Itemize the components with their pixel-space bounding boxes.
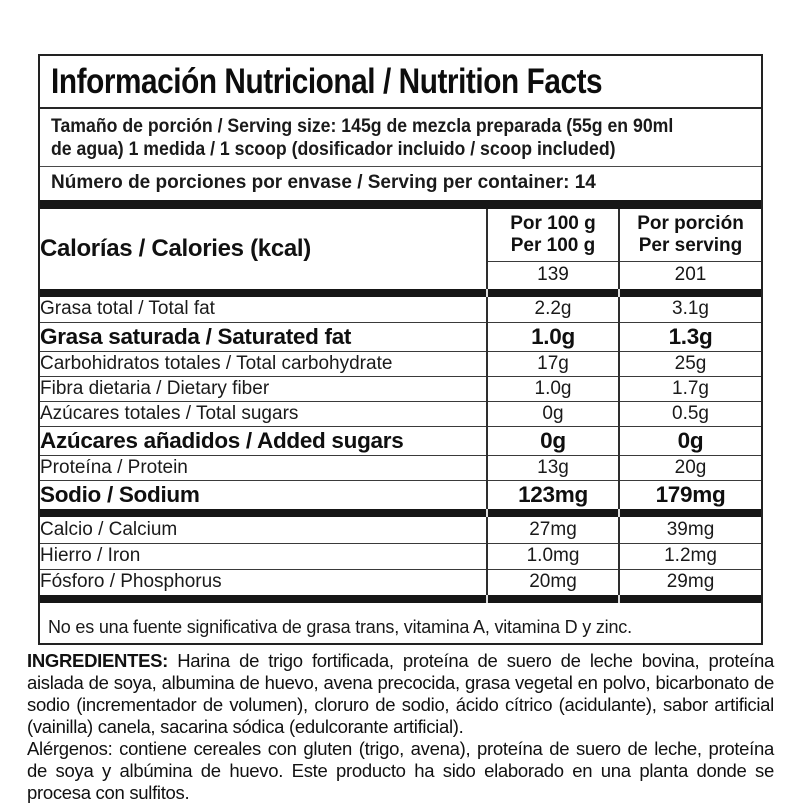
column-header-per-serving: Por porción Per serving [618,209,761,261]
section-divider-bar [40,595,761,603]
value-per-100g: 2.2g [486,297,619,322]
nutrient-row-dietary-fiber: Fibra dietaria / Dietary fiber 1.0g 1.7g [40,375,761,401]
value-per-serving: 1.7g [618,375,761,401]
calories-per-serving: 201 [618,260,761,289]
divider-bar-cell [618,289,761,297]
ingredients-heading: INGREDIENTES: [27,650,169,671]
footnote-row: No es una fuente significativa de grasa … [40,603,761,643]
mineral-row-phosphorus: Fósforo / Phosphorus 20mg 29mg [40,568,761,595]
divider-bar-cell [40,200,761,209]
column-header-per-100g-en: Per 100 g [510,234,596,256]
mineral-label: Calcio / Calcium [40,518,178,540]
value-per-serving: 1.3g [618,321,761,351]
value-per-serving: 39mg [618,517,761,543]
divider-bar-cell [486,595,619,603]
value-per-100g: 123mg [486,479,619,509]
value-per-serving: 179mg [618,479,761,509]
divider-bar-cell [618,509,761,517]
calories-label: Calorías / Calories (kcal) [40,235,311,262]
value-per-serving: 25g [618,350,761,376]
value-per-serving: 0g [618,425,761,455]
nutrition-facts-panel: Información Nutricional / Nutrition Fact… [38,54,763,645]
nutrient-row-total-fat: Grasa total / Total fat 2.2g 3.1g [40,297,761,322]
nutrient-row-protein: Proteína / Protein 13g 20g [40,454,761,480]
ingredients-paragraph: INGREDIENTES: Harina de trigo fortificad… [27,650,774,738]
nutrient-row-total-carbohydrate: Carbohidratos totales / Total carbohydra… [40,350,761,376]
nutrient-row-saturated-fat: Grasa saturada / Saturated fat 1.0g 1.3g [40,321,761,351]
column-header-per-serving-es: Por porción [637,212,744,234]
value-per-serving: 20g [618,454,761,480]
value-per-100g: 0g [486,400,619,426]
nutrient-label: Grasa total / Total fat [40,298,215,320]
serving-size-line1: Tamaño de porción / Serving size: 145g d… [51,116,674,137]
serving-size-line2: de agua) 1 medida / 1 scoop (dosificador… [51,139,616,160]
column-header-per-100g: Por 100 g Per 100 g [486,209,619,261]
value-per-100g: 27mg [486,517,619,543]
title-section: Información Nutricional / Nutrition Fact… [40,56,761,109]
allergens-text: Alérgenos: contiene cereales con gluten … [27,738,774,803]
mineral-row-calcium: Calcio / Calcium 27mg 39mg [40,517,761,543]
nutrient-row-added-sugars: Azúcares añadidos / Added sugars 0g 0g [40,425,761,455]
nutrient-label: Fibra dietaria / Dietary fiber [40,375,487,401]
value-per-100g: 1.0g [486,321,619,351]
value-per-100g: 20mg [486,568,619,595]
nutrient-label: Carbohidratos totales / Total carbohydra… [40,350,487,376]
divider-bar-cell [40,595,487,603]
mineral-label: Fósforo / Phosphorus [40,568,487,595]
calories-header-row: Calorías / Calories (kcal) Por 100 g Per… [40,209,761,262]
nutrient-label: Proteína / Protein [40,454,487,480]
mineral-label: Hierro / Iron [40,542,487,569]
footnote: No es una fuente significativa de grasa … [48,616,632,637]
section-divider-bar [40,289,761,297]
section-divider-bar [40,509,761,517]
value-per-serving: 1.2mg [618,542,761,569]
column-header-per-100g-es: Por 100 g [510,212,596,234]
bottom-text-block: INGREDIENTES: Harina de trigo fortificad… [27,650,774,804]
ingredients-text: Harina de trigo fortificada, proteína de… [27,650,774,737]
value-per-serving: 0.5g [618,400,761,426]
value-per-100g: 17g [486,350,619,376]
value-per-100g: 13g [486,454,619,480]
divider-bar-cell [618,595,761,603]
divider-bar-cell [486,509,619,517]
divider-bar-cell [40,289,487,297]
value-per-100g: 1.0mg [486,542,619,569]
value-per-serving: 29mg [618,568,761,595]
divider-bar-cell [486,289,619,297]
nutrient-label: Azúcares añadidos / Added sugars [40,425,487,455]
nutrient-label: Sodio / Sodium [40,479,487,509]
calories-values-row: 139 201 [40,260,761,289]
nutrition-table: Calorías / Calories (kcal) Por 100 g Per… [40,200,761,643]
nutrient-row-total-sugars: Azúcares totales / Total sugars 0g 0.5g [40,400,761,426]
section-divider-bar [40,200,761,209]
nutrition-title: Información Nutricional / Nutrition Fact… [51,61,603,101]
allergens-paragraph: Alérgenos: contiene cereales con gluten … [27,738,774,804]
nutrient-row-sodium: Sodio / Sodium 123mg 179mg [40,479,761,509]
value-per-serving: 3.1g [618,297,761,322]
calories-per-100g: 139 [486,260,619,289]
column-header-per-serving-en: Per serving [638,234,743,256]
serving-size-section: Tamaño de porción / Serving size: 145g d… [40,109,761,167]
nutrient-label: Azúcares totales / Total sugars [40,400,487,426]
value-per-100g: 1.0g [486,375,619,401]
divider-bar-cell [40,509,487,517]
nutrient-label: Grasa saturada / Saturated fat [40,321,487,351]
value-per-100g: 0g [486,425,619,455]
servings-per-container: Número de porciones por envase / Serving… [51,172,596,193]
mineral-row-iron: Hierro / Iron 1.0mg 1.2mg [40,542,761,569]
